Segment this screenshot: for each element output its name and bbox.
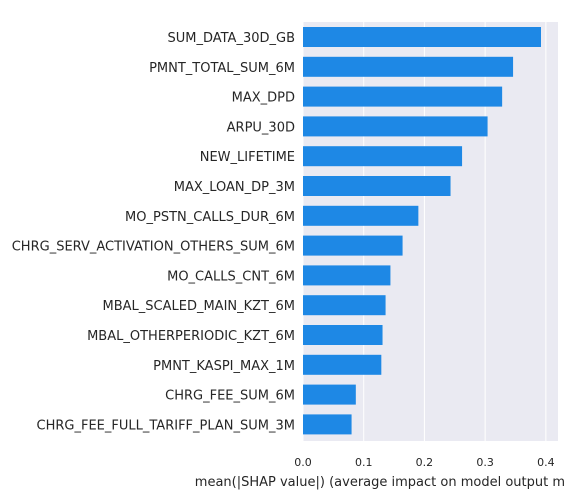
category-label: MBAL_SCALED_MAIN_KZT_6M	[103, 299, 296, 314]
x-tick-label: 0.0	[294, 456, 312, 469]
x-axis-label: mean(|SHAP value|) (average impact on mo…	[195, 475, 565, 490]
x-tick-label: 0.3	[476, 456, 494, 469]
bar-chrg-serv-activation-others-sum-6m	[303, 235, 403, 256]
bar-mo-pstn-calls-dur-6m	[303, 205, 419, 226]
bar-sum-data-30d-gb	[303, 27, 541, 47]
category-label: CHRG_FEE_FULL_TARIFF_PLAN_SUM_3M	[37, 418, 295, 433]
bar-max-dpd	[303, 86, 503, 107]
bar-mbal-scaled-main-kzt-6m	[303, 295, 386, 316]
category-label: NEW_LIFETIME	[200, 150, 295, 165]
bar-pmnt-total-sum-6m	[303, 56, 514, 77]
bar-mbal-otherperiodic-kzt-6m	[303, 325, 383, 345]
bar-mo-calls-cnt-6m	[303, 265, 391, 286]
bar-new-lifetime	[303, 146, 463, 167]
bar-max-loan-dp-3m	[303, 176, 451, 196]
bar-chrg-fee-sum-6m	[303, 384, 356, 405]
category-label: MAX_DPD	[232, 91, 295, 106]
category-label: SUM_DATA_30D_GB	[167, 31, 295, 46]
x-tick-labels: 0.0 0.1 0.2 0.3 0.4	[294, 456, 554, 469]
category-label: MBAL_OTHERPERIODIC_KZT_6M	[87, 329, 295, 344]
bars	[303, 27, 541, 435]
category-label: ARPU_30D	[227, 120, 295, 135]
category-label: PMNT_KASPI_MAX_1M	[153, 359, 295, 374]
plot-area	[303, 22, 558, 441]
bar-chrg-fee-full-tariff-plan-sum-3m	[303, 414, 352, 435]
x-tick-label: 0.1	[355, 456, 373, 469]
category-labels: SUM_DATA_30D_GB PMNT_TOTAL_SUM_6M MAX_DPD A…	[12, 31, 295, 433]
bar-pmnt-kaspi-max-1m	[303, 354, 382, 375]
category-label: MO_PSTN_CALLS_DUR_6M	[125, 210, 295, 225]
category-label: CHRG_FEE_SUM_6M	[165, 389, 295, 404]
category-label: CHRG_SERV_ACTIVATION_OTHERS_SUM_6M	[12, 240, 295, 255]
category-label: PMNT_TOTAL_SUM_6M	[149, 61, 295, 76]
x-tick-label: 0.2	[416, 456, 434, 469]
x-tick-label: 0.4	[537, 456, 555, 469]
category-label: MO_CALLS_CNT_6M	[167, 269, 295, 284]
category-label: MAX_LOAN_DP_3M	[174, 180, 295, 195]
bar-arpu-30d	[303, 116, 488, 137]
